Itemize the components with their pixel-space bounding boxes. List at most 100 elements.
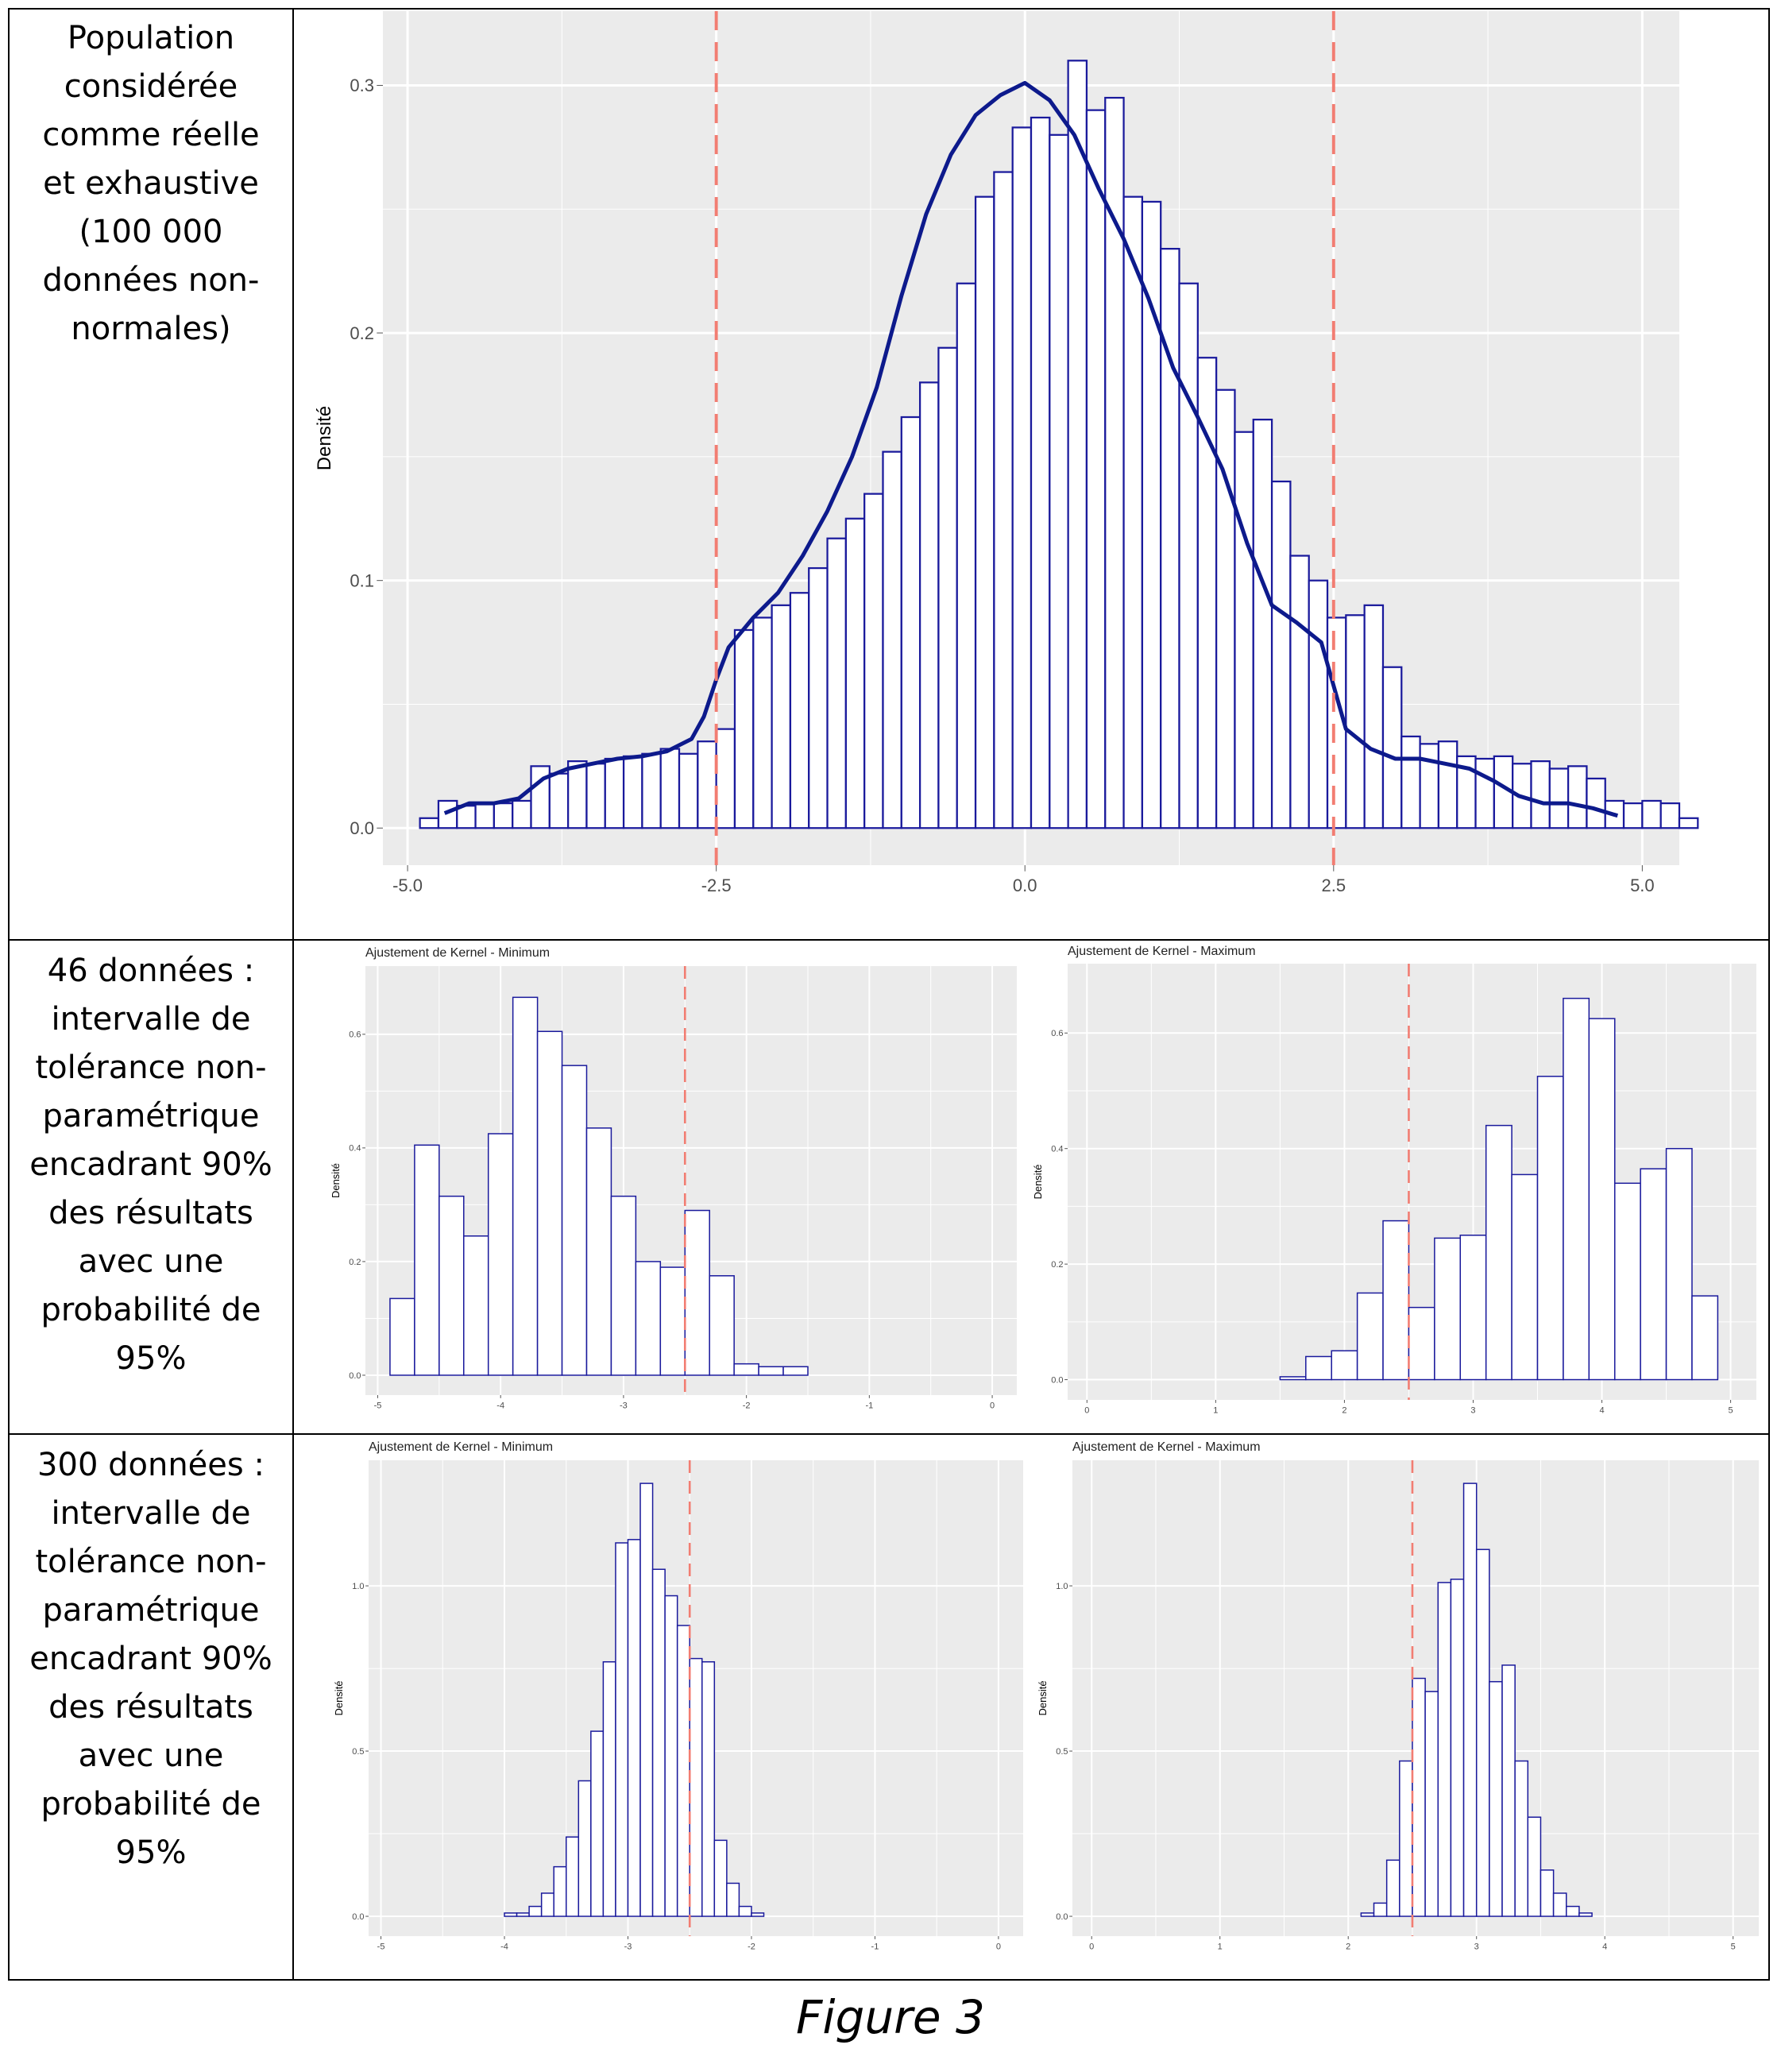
histogram-bar: [548, 772, 570, 829]
row-label-line: 95%: [115, 1340, 187, 1377]
row-label-300: 300 données : intervalle de tolérance no…: [10, 1441, 292, 1877]
n300-minimum-histogram: -5 -4 -3 -2 -1 0 0.0 0.5 1.0 Densité Ajustement de…: [333, 1440, 1023, 1952]
x-tick-label: -4: [496, 1401, 504, 1411]
y-tick-label: 0.5: [1056, 1747, 1068, 1757]
row-label-line: comme réelle: [42, 117, 260, 153]
chart-title: Ajustement de Kernel - Maximum: [1068, 945, 1256, 958]
x-tick-label: 5: [1729, 1406, 1733, 1416]
row-label-line: Population: [67, 20, 235, 56]
y-tick-label: 0.6: [349, 1030, 361, 1040]
figure-caption: Figure 3: [796, 1990, 985, 2044]
y-tick-label: 0.4: [349, 1144, 361, 1154]
y-tick-label: 0.0: [349, 1371, 361, 1381]
histogram-bar: [615, 1542, 629, 1917]
histogram-bar: [1373, 1902, 1388, 1917]
column-divider: [292, 10, 294, 1979]
histogram-bar: [1641, 799, 1662, 829]
histogram-bar: [578, 1780, 592, 1917]
x-tick-label: 4: [1599, 1406, 1604, 1416]
y-tick-label: 0.3: [350, 75, 374, 95]
histogram-bar: [1399, 1760, 1413, 1917]
y-axis-title: Densité: [330, 1163, 342, 1198]
histogram-bar: [585, 763, 606, 829]
histogram-bar: [726, 1882, 740, 1917]
row-label-line: paramétrique: [42, 1592, 260, 1629]
x-tick-label: 3: [1470, 1406, 1475, 1416]
population-histogram: -5.0 -2.5 0.0 2.5 5.0 0.0 0.1 0.2 0.3 Densité: [314, 11, 1699, 895]
histogram-bar: [1308, 579, 1329, 829]
histogram-bar: [751, 1912, 765, 1917]
histogram-bar: [1578, 1912, 1593, 1917]
histogram-bar: [1459, 1235, 1487, 1381]
n46-maximum-histogram: 0 1 2 3 4 5 0.0 0.2 0.4 0.6 Densité Ajustement de K…: [1032, 945, 1756, 1416]
row-label-line: et exhaustive: [43, 165, 259, 202]
histogram-bar: [701, 1660, 716, 1917]
histogram-bar: [697, 740, 717, 829]
row-label-line: probabilité de: [41, 1786, 261, 1823]
row-label-line: probabilité de: [41, 1292, 261, 1328]
histogram-bar: [1462, 1482, 1478, 1917]
histogram-bar: [536, 1030, 563, 1376]
chart-title: Ajustement de Kernel - Maximum: [1072, 1440, 1261, 1454]
histogram-bar: [1252, 419, 1273, 829]
histogram-bar: [528, 1905, 543, 1917]
row-label-line: des résultats: [48, 1195, 253, 1231]
row-label-line: paramétrique: [42, 1098, 260, 1135]
histogram-bar: [1419, 743, 1440, 829]
x-tick-label: 2.5: [1322, 876, 1346, 895]
histogram-bar: [771, 604, 792, 829]
n300-maximum-histogram: 0 1 2 3 4 5 0.0 0.5 1.0 Densité Ajustement de Kern…: [1037, 1440, 1759, 1952]
histogram-bar: [639, 1482, 654, 1917]
x-tick-label: -2: [743, 1401, 751, 1411]
row-divider-2: [10, 1433, 1768, 1435]
histogram-bar: [1381, 666, 1403, 829]
histogram-bar: [1030, 116, 1051, 829]
histogram-bar: [567, 760, 588, 829]
histogram-bar: [1527, 1816, 1542, 1917]
histogram-bar: [1331, 1350, 1358, 1381]
x-tick-label: -1: [865, 1401, 873, 1411]
histogram-bar: [516, 1912, 530, 1917]
row-label-line: avec une: [78, 1243, 224, 1280]
x-tick-label: 3: [1474, 1942, 1479, 1952]
histogram-bar: [641, 752, 662, 829]
histogram-bar: [604, 757, 625, 829]
histogram-bar: [1434, 1237, 1462, 1381]
y-tick-label: 0.6: [1051, 1029, 1063, 1038]
row-label-46: 46 données : intervalle de tolérance non…: [10, 947, 292, 1383]
histogram-bar: [1691, 1295, 1719, 1381]
histogram-bar: [389, 1297, 415, 1376]
x-tick-label: 0: [990, 1401, 995, 1411]
histogram-bar: [1305, 1355, 1332, 1381]
y-tick-label: 1.0: [352, 1582, 364, 1591]
histogram-bar: [622, 755, 643, 829]
histogram-bar: [1450, 1579, 1465, 1917]
y-axis-title: Densité: [333, 1680, 345, 1715]
histogram-bar: [844, 517, 866, 829]
chart-title: Ajustement de Kernel - Minimum: [365, 946, 550, 960]
histogram-bar: [1270, 480, 1292, 829]
histogram-bar: [1234, 431, 1254, 829]
x-tick-label: -3: [620, 1401, 628, 1411]
histogram-bar: [863, 493, 884, 829]
x-tick-label: 5.0: [1630, 876, 1655, 895]
histogram-bar: [918, 381, 940, 829]
chart-title: Ajustement de Kernel - Minimum: [369, 1440, 553, 1454]
histogram-bar: [1363, 604, 1385, 829]
histogram-bar: [1530, 760, 1551, 829]
histogram-bar: [590, 1730, 605, 1917]
histogram-bar: [1659, 802, 1681, 829]
row-label-line: intervalle de: [51, 1001, 251, 1038]
row-label-population: Population considérée comme réelle et ex…: [10, 14, 292, 354]
histogram-bar: [1475, 1548, 1490, 1917]
y-tick-label: 0.0: [1056, 1912, 1068, 1922]
histogram-bar: [487, 1133, 514, 1376]
x-tick-label: 0: [1084, 1406, 1089, 1416]
x-tick-label: -2: [748, 1942, 755, 1952]
histogram-bar: [1408, 1306, 1435, 1381]
row-label-line: tolérance non-: [35, 1544, 267, 1580]
x-tick-label: 1: [1213, 1406, 1218, 1416]
row-label-line: normales): [71, 311, 231, 347]
row-label-line: 46 données :: [47, 953, 255, 989]
histogram-bar: [882, 450, 902, 829]
